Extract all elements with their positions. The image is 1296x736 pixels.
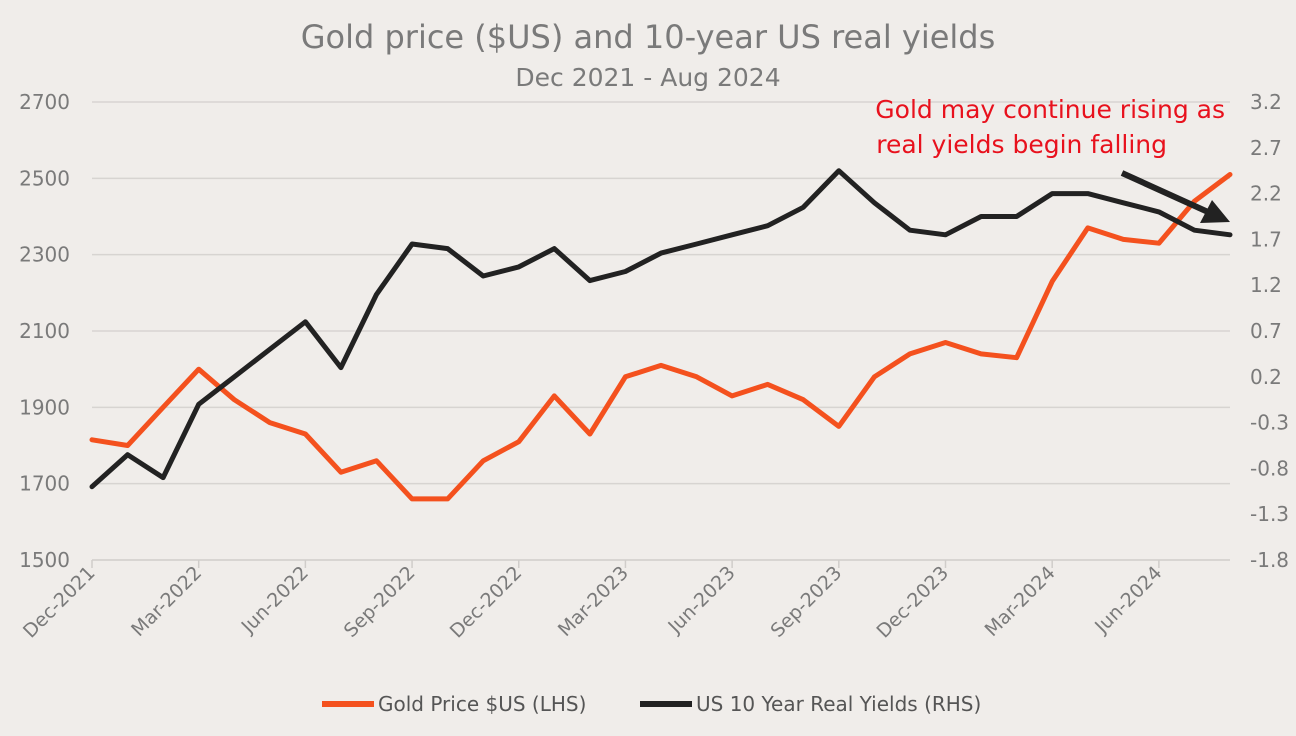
left-axis-ticks: 1500 1700 1900 2100 2300 2500 2700 [19,90,70,572]
right-tick-label: 1.7 [1250,227,1282,251]
right-tick-label: 1.2 [1250,273,1282,297]
annotation: Gold may continue rising as real yields … [875,95,1230,223]
chart-subtitle: Dec 2021 - Aug 2024 [515,63,780,92]
right-tick-label: 2.2 [1250,182,1282,206]
right-tick-label: 0.2 [1250,365,1282,389]
series-lines [89,168,1233,502]
left-tick-label: 2100 [19,319,70,343]
left-tick-label: 1700 [19,472,70,496]
left-tick-label: 2700 [19,90,70,114]
gold-price-line [89,172,1233,502]
right-tick-label: -1.8 [1250,548,1289,572]
right-axis-ticks: -1.8 -1.3 -0.8 -0.3 0.2 0.7 1.2 1.7 2.2 2.7 3.2 [1250,90,1289,572]
legend: Gold Price $US (LHS) US 10 Year Real Yie… [322,692,981,716]
annotation-arrow-head [1200,200,1230,223]
left-tick-label: 2500 [19,166,70,190]
chart-title: Gold price ($US) and 10-year US real yie… [301,18,996,56]
right-tick-label: 0.7 [1250,319,1282,343]
right-tick-label: -0.3 [1250,411,1289,435]
right-tick-label: -0.8 [1250,456,1289,480]
annotation-arrow-shaft [1120,170,1210,215]
right-tick-label: 3.2 [1250,90,1282,114]
left-tick-label: 1500 [19,548,70,572]
real-yields-line [89,168,1233,490]
right-tick-label: -1.3 [1250,502,1289,526]
left-tick-label: 1900 [19,395,70,419]
left-tick-label: 2300 [19,243,70,267]
right-tick-label: 2.7 [1250,136,1282,160]
legend-label-yields: US 10 Year Real Yields (RHS) [696,692,981,716]
legend-label-gold: Gold Price $US (LHS) [378,692,586,716]
annotation-line-1: Gold may continue rising as [875,95,1225,124]
annotation-line-2: real yields begin falling [876,130,1167,159]
